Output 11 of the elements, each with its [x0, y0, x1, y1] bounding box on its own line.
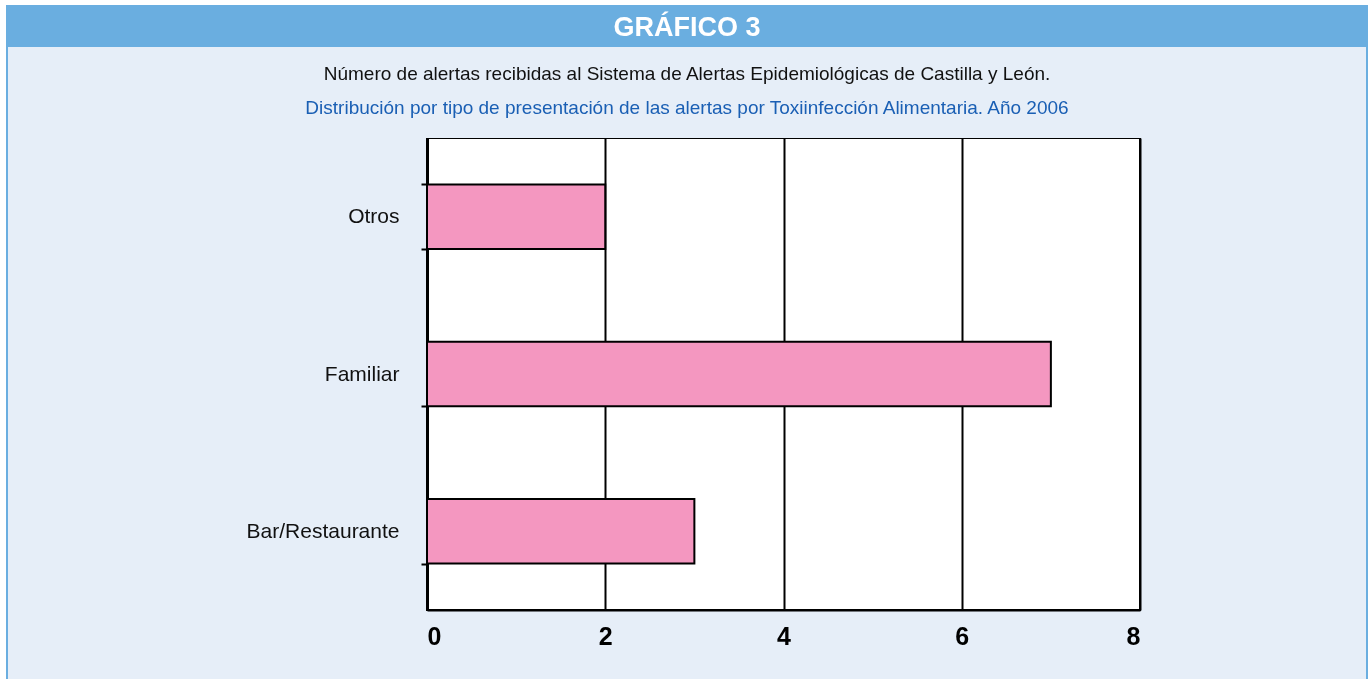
x-tick-label: 4	[777, 621, 792, 650]
y-tick-label: Familiar	[324, 361, 400, 385]
x-tick-label: 2	[598, 621, 613, 650]
text: Distribución por tipo de presentación de las alertas por Toxiinfección Alimentaria. Año 2006	[304, 97, 1070, 119]
y-tick-label: Bar/Restaurante	[246, 518, 400, 542]
x-tick-label: 8	[1126, 621, 1141, 650]
x-tick-label: 0	[427, 621, 442, 650]
y-tick-label: Otros	[348, 204, 400, 228]
chart-title: GRÁFICO 3	[8, 5, 1366, 47]
x-tick-label: 6	[955, 621, 970, 650]
chart-subtitle: Número de alertas recibidas al Sistema de Alertas Epidemiológicas de Castilla y León.	[322, 63, 1052, 85]
